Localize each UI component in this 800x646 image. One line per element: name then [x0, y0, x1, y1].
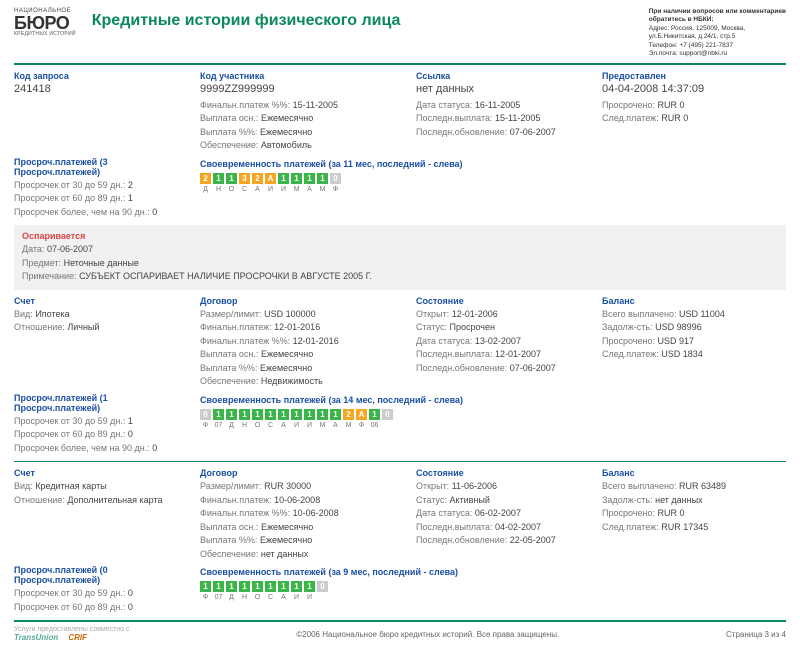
timeline-box: 1 — [317, 173, 328, 184]
acc1-timeline: Своевременность платежей (за 14 мес, пос… — [200, 393, 786, 456]
page-title: Кредитные истории физического лица — [92, 12, 649, 30]
timeline-box: 1 — [265, 581, 276, 592]
logo-sub: КРЕДИТНЫХ ИСТОРИЙ — [14, 32, 76, 37]
footer-disclaimer: Услуги предоставлены совместно с — [14, 626, 130, 633]
timeline-box: 2 — [200, 173, 211, 184]
footer-copyright: ©2006 Национальное бюро кредитных истори… — [296, 630, 559, 639]
acc0-delinquency: Просроч.платежей (3 Просроч.платежей) Пр… — [14, 157, 200, 220]
acc2-contract: Договор Размер/лимит: RUR 30000 Финальн.… — [200, 468, 416, 561]
acc1-account: Счет Вид: Ипотека Отношение: Личный — [14, 296, 200, 389]
acc0-balance: Просрочено: RUR 0 След.платеж: RUR 0 — [602, 99, 786, 153]
acc1-status: Состояние Открыт: 12-01-2006 Статус: Про… — [416, 296, 602, 389]
timeline-box: 1 — [265, 409, 276, 420]
timeline-box: 0 — [330, 173, 341, 184]
timeline-box: 1 — [278, 581, 289, 592]
timeline-box: 1 — [330, 409, 341, 420]
acc0-status: Дата статуса: 16-11-2005 Последн.выплата… — [416, 99, 602, 153]
logo-main: БЮРО — [14, 14, 76, 32]
acc0-timeline: Своевременность платежей (за 11 мес, пос… — [200, 157, 786, 220]
crif-logo: CRIF — [68, 633, 87, 642]
timeline-box: 1 — [304, 173, 315, 184]
timeline-box: 0 — [200, 409, 211, 420]
timeline-box: 0 — [382, 409, 393, 420]
contact-block: При наличии вопросов или комментариев об… — [649, 8, 786, 59]
timeline-box: 1 — [291, 581, 302, 592]
provided-value: 04-04-2008 14:37:09 — [602, 83, 780, 95]
acc2-delinquency: Просроч.платежей (0 Просроч.платежей) Пр… — [14, 565, 200, 614]
timeline-box: A — [356, 409, 367, 420]
provided-label: Предоставлен — [602, 71, 780, 81]
timeline-box: 1 — [252, 581, 263, 592]
timeline-box: 2 — [343, 409, 354, 420]
timeline-box: 1 — [200, 581, 211, 592]
timeline-box: 1 — [278, 409, 289, 420]
acc2-status: Состояние Открыт: 11-06-2006 Статус: Акт… — [416, 468, 602, 561]
acc0-payment: Финальн.платеж %%: 15-11-2005 Выплата ос… — [200, 99, 416, 153]
acc1-balance: Баланс Всего выплачено: USD 11004 Задолж… — [602, 296, 786, 389]
timeline-box: 1 — [278, 173, 289, 184]
timeline-box: 1 — [226, 173, 237, 184]
timeline-box: A — [265, 173, 276, 184]
header-bar: НАЦИОНАЛЬНОЕ БЮРО КРЕДИТНЫХ ИСТОРИЙ Кред… — [14, 8, 786, 65]
acc1-contract: Договор Размер/лимит: USD 100000 Финальн… — [200, 296, 416, 389]
timeline-box: 1 — [369, 409, 380, 420]
link-value: нет данных — [416, 83, 596, 95]
timeline-box: 1 — [252, 409, 263, 420]
timeline-box: 3 — [239, 173, 250, 184]
timeline-box: 1 — [239, 581, 250, 592]
acc2-timeline: Своевременность платежей (за 9 мес, посл… — [200, 565, 786, 614]
acc1-delinquency: Просроч.платежей (1 Просроч.платежей) Пр… — [14, 393, 200, 456]
request-row: Код запроса 241418 Код участника 9999ZZ999… — [14, 71, 786, 95]
timeline-box: 0 — [317, 581, 328, 592]
timeline-box: 1 — [226, 409, 237, 420]
acc2-account: Счет Вид: Кредитная карты Отношение: Доп… — [14, 468, 200, 561]
link-label: Ссылка — [416, 71, 596, 81]
timeline-box: 1 — [291, 173, 302, 184]
part-code-value: 9999ZZ999999 — [200, 83, 410, 95]
timeline-box: 1 — [304, 581, 315, 592]
timeline-box: 1 — [291, 409, 302, 420]
req-code-value: 241418 — [14, 83, 194, 95]
timeline-box: 1 — [226, 581, 237, 592]
req-code-label: Код запроса — [14, 71, 194, 81]
transunion-logo: TransUnion — [14, 633, 58, 642]
timeline-box: 1 — [239, 409, 250, 420]
timeline-box: 1 — [213, 409, 224, 420]
timeline-box: 1 — [304, 409, 315, 420]
timeline-box: 1 — [317, 409, 328, 420]
acc2-balance: Баланс Всего выплачено: RUR 63489 Задолж… — [602, 468, 786, 561]
footer: Услуги предоставлены совместно с TransUn… — [14, 620, 786, 642]
timeline-box: 1 — [213, 581, 224, 592]
part-code-label: Код участника — [200, 71, 410, 81]
timeline-box: 1 — [213, 173, 224, 184]
logo: НАЦИОНАЛЬНОЕ БЮРО КРЕДИТНЫХ ИСТОРИЙ — [14, 8, 76, 37]
footer-page: Страница 3 из 4 — [726, 630, 786, 639]
dispute-block: Оспаривается Дата: 07-06-2007 Предмет: Н… — [14, 225, 786, 290]
timeline-box: 2 — [252, 173, 263, 184]
